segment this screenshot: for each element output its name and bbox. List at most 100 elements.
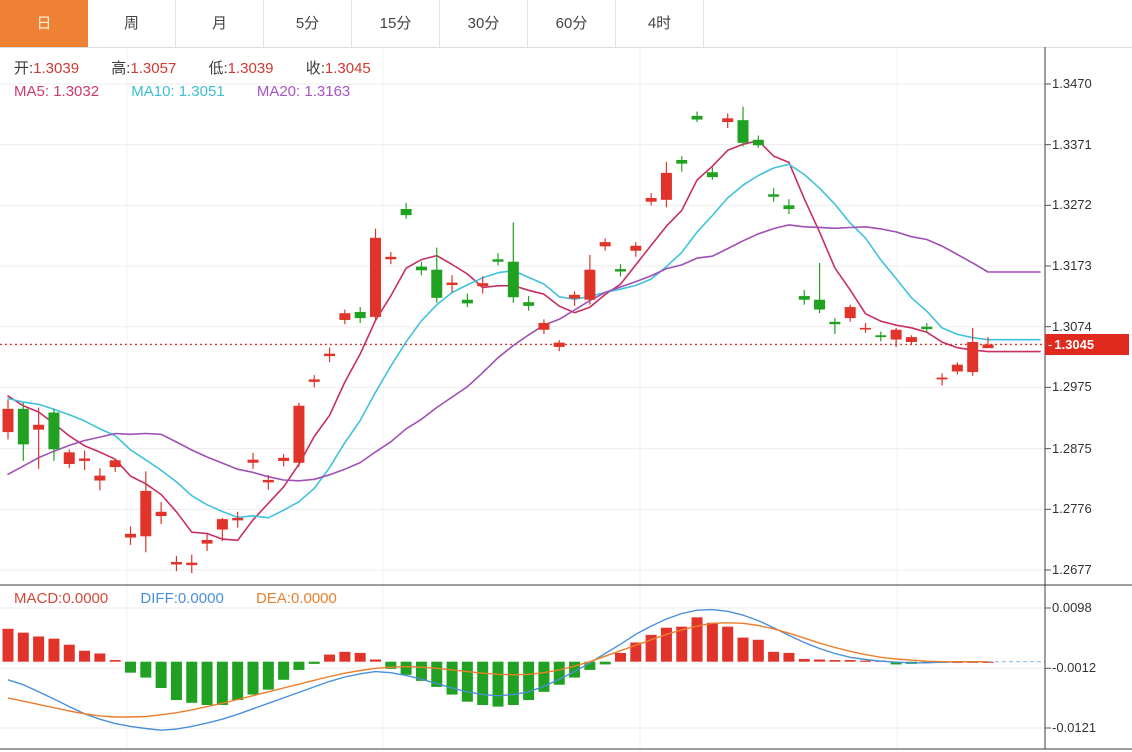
candle-up xyxy=(584,269,596,300)
macd-bar xyxy=(2,628,14,662)
candle-down xyxy=(737,120,749,143)
macd-bar xyxy=(431,661,443,687)
ma20-line xyxy=(7,224,1041,482)
macd-bar xyxy=(170,661,182,701)
y-axis-label: 1.3272 xyxy=(1052,197,1092,213)
tab-4时[interactable]: 4时 xyxy=(616,0,704,47)
candle-down xyxy=(17,408,29,445)
ma10-group: MA10: 1.3051 xyxy=(131,83,224,100)
badge-tick: - xyxy=(1048,337,1053,353)
tab-60分[interactable]: 60分 xyxy=(528,0,616,47)
candle-down xyxy=(875,335,887,338)
candle-up xyxy=(936,377,948,380)
candle-up xyxy=(660,172,672,200)
tab-15分[interactable]: 15分 xyxy=(352,0,440,47)
candle-down xyxy=(48,412,60,450)
last-price-value: 1.3045 xyxy=(1054,337,1095,353)
macd-bar xyxy=(599,661,611,665)
candle-down xyxy=(354,311,366,319)
macd-bar xyxy=(722,626,734,662)
candle-up xyxy=(967,342,979,373)
ma20-label: MA20: xyxy=(256,83,301,100)
candle-down xyxy=(461,299,473,304)
candle-up xyxy=(569,294,581,299)
candle-up xyxy=(890,329,902,340)
macd-bar xyxy=(860,660,871,662)
ma5-value: 1.3032 xyxy=(53,83,100,100)
candle-up xyxy=(201,539,213,544)
tab-5分[interactable]: 5分 xyxy=(264,0,352,47)
candle-up xyxy=(630,245,642,251)
y-axis-label: -0.0012 xyxy=(1052,660,1097,676)
candle-up xyxy=(860,327,871,330)
high-value-group: 高:1.3057 xyxy=(111,57,176,78)
macd-bar xyxy=(415,661,427,681)
y-axis-label: 1.2776 xyxy=(1052,501,1092,517)
tab-30分[interactable]: 30分 xyxy=(440,0,528,47)
y-axis-label: 1.2875 xyxy=(1052,440,1092,456)
tab-周[interactable]: 周 xyxy=(88,0,176,47)
macd-bar xyxy=(125,661,136,673)
close-value-group: 收:1.3045 xyxy=(306,57,371,78)
last-price-badge: -1.3045 xyxy=(1045,334,1129,356)
timeframe-tab-bar: 日周月 5分 15分 30分 60分 4时 xyxy=(0,0,1132,48)
dea-value: 0.0000 xyxy=(290,590,337,607)
y-axis-label: 0.0098 xyxy=(1052,600,1092,615)
candle-up xyxy=(370,237,381,317)
macd-bar xyxy=(324,654,336,662)
candle-down xyxy=(921,326,933,330)
candle-up xyxy=(293,405,305,463)
macd-bar xyxy=(584,661,596,670)
dea-group: DEA:0.0000 xyxy=(256,590,337,607)
ma10-value: 1.3051 xyxy=(178,83,225,100)
candle-up xyxy=(216,519,228,530)
macd-bar xyxy=(829,660,841,662)
diff-line xyxy=(7,608,988,731)
high-label: 高: xyxy=(111,60,131,77)
candle-up xyxy=(446,282,458,286)
diff-label: DIFF: xyxy=(140,590,178,607)
macd-label: MACD: xyxy=(14,590,63,607)
macd-bar xyxy=(783,652,795,662)
ma20-value: 1.3163 xyxy=(304,83,351,100)
candle-up xyxy=(905,337,917,343)
macd-bar xyxy=(630,642,642,662)
macd-bar xyxy=(691,617,703,662)
candlestick-chart-canvas[interactable] xyxy=(0,47,1132,752)
candle-up xyxy=(63,452,75,464)
macd-bar xyxy=(477,661,489,705)
open-value-group: 开:1.3039 xyxy=(14,57,79,78)
tab-月[interactable]: 月 xyxy=(176,0,264,47)
ma10-line xyxy=(7,163,1041,519)
macd-bar xyxy=(737,637,749,662)
y-axis-label: 1.2975 xyxy=(1052,379,1092,395)
candle-down xyxy=(676,159,688,164)
ma10-label: MA10: xyxy=(131,83,175,100)
tab-日[interactable]: 日 xyxy=(0,0,88,47)
macd-bar xyxy=(201,661,213,705)
candle-down xyxy=(400,209,412,216)
ohlc-legend: 开:1.3039 高:1.3057 低:1.3039 收:1.3045 xyxy=(14,57,399,78)
macd-bar xyxy=(553,661,565,685)
macd-bar xyxy=(155,661,167,688)
diff-group: DIFF:0.0000 xyxy=(140,590,223,607)
macd-bar xyxy=(814,659,826,662)
y-axis-label: 1.3371 xyxy=(1052,136,1092,152)
candle-up xyxy=(324,353,336,357)
macd-bar xyxy=(890,661,902,665)
macd-bar xyxy=(262,661,274,690)
candle-up xyxy=(247,459,259,463)
candle-up xyxy=(982,344,994,349)
macd-bar xyxy=(615,652,626,662)
macd-bar xyxy=(798,658,810,662)
low-value: 1.3039 xyxy=(227,60,274,77)
y-axis-label: -0.0121 xyxy=(1052,720,1097,735)
candle-down xyxy=(523,302,535,306)
close-value: 1.3045 xyxy=(324,60,371,77)
candle-up xyxy=(232,517,244,521)
candle-up xyxy=(951,364,963,372)
macd-value: 0.0000 xyxy=(62,590,109,607)
macd-bar xyxy=(676,626,688,662)
close-label: 收: xyxy=(305,60,325,77)
macd-group: MACD:0.0000 xyxy=(14,590,108,607)
